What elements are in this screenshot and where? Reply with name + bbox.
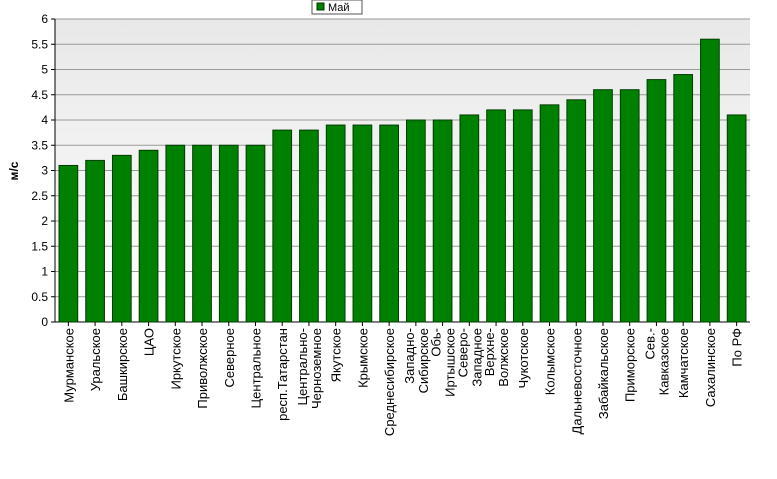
x-tick-label: Чукотское — [516, 328, 531, 389]
y-tick-label: 1 — [41, 265, 48, 279]
bar — [726, 114, 747, 323]
y-tick-label: 0 — [41, 315, 48, 329]
x-tick-label: Центрально- — [295, 328, 310, 406]
bar — [58, 164, 79, 323]
y-tick-label: 5 — [41, 63, 48, 77]
bar — [432, 119, 453, 323]
bar — [593, 89, 613, 323]
bar — [406, 119, 426, 323]
x-tick-label: Западное — [469, 328, 484, 387]
bar — [459, 114, 480, 323]
x-tick-label: Сев.- — [642, 328, 657, 359]
bar — [539, 104, 560, 323]
legend: Май — [311, 0, 363, 15]
bar — [218, 144, 239, 323]
bar — [245, 144, 266, 323]
bar — [272, 129, 293, 323]
x-tick-label: Башкирское — [115, 328, 130, 401]
bar — [566, 99, 587, 323]
bar — [352, 124, 373, 323]
x-tick-label: Кавказское — [656, 328, 671, 395]
x-tick-label: Камчатское — [676, 328, 691, 398]
x-tick-label: Приморское — [623, 328, 638, 402]
x-tick-label: Центральное — [248, 328, 263, 408]
x-tick-label: Дальневосточное — [569, 328, 584, 434]
y-tick-label: 5.5 — [31, 37, 48, 51]
x-tick-label: Колымское — [543, 328, 558, 395]
x-tick-label: Обь- — [429, 328, 444, 357]
bar — [646, 79, 667, 323]
y-tick-label: 4.5 — [31, 88, 48, 102]
y-tick-label: 6 — [41, 12, 48, 26]
x-tick-label: Северное — [222, 328, 237, 387]
x-tick-label: Крымское — [355, 328, 370, 388]
y-tick-label: 4 — [41, 113, 48, 127]
bar — [111, 154, 132, 323]
x-tick-label: Мурманское — [61, 328, 76, 403]
x-tick-label: Иркутское — [168, 328, 183, 390]
y-axis-label: м/с — [7, 161, 21, 180]
bar — [138, 149, 159, 323]
x-tick-label: Забайкальское — [596, 328, 611, 419]
bar — [700, 38, 720, 323]
x-tick-label: Волжское — [496, 328, 511, 387]
x-tick-label: Уральское — [88, 328, 103, 391]
x-tick-label: Якутское — [329, 328, 344, 382]
x-tick-label: Западно- — [402, 328, 417, 384]
bar — [165, 144, 186, 323]
legend-label: Май — [328, 2, 350, 14]
x-tick-label: Черноземное — [309, 328, 324, 409]
bar — [619, 89, 640, 323]
bar — [673, 74, 694, 323]
bar — [299, 129, 319, 323]
x-tick-label: Среднесибирское — [382, 328, 397, 436]
x-tick-label: Северо- — [455, 328, 470, 377]
x-tick-label: Сибирское — [416, 328, 431, 393]
x-tick-label: ЦАО — [142, 328, 157, 356]
x-tick-label: Приволжское — [195, 328, 210, 409]
bar — [325, 124, 346, 323]
y-tick-label: 3 — [41, 164, 48, 178]
legend-swatch — [316, 2, 325, 11]
bar — [486, 109, 506, 323]
x-tick-label: Иртышское — [443, 328, 458, 397]
x-tick-label: Верхне- — [482, 328, 497, 376]
y-tick-label: 2.5 — [31, 189, 48, 203]
y-tick-label: 1.5 — [31, 239, 48, 253]
y-tick-label: 3.5 — [31, 138, 48, 152]
bar — [512, 109, 533, 323]
x-tick-label: респ.Татарстан — [275, 328, 290, 421]
bar — [379, 124, 399, 323]
y-tick-label: 0.5 — [31, 290, 48, 304]
bar — [85, 159, 105, 323]
x-tick-label: Сахалинское — [703, 328, 718, 407]
x-tick-label: По РФ — [730, 328, 745, 367]
bar — [192, 144, 212, 323]
y-tick-label: 2 — [41, 214, 48, 228]
